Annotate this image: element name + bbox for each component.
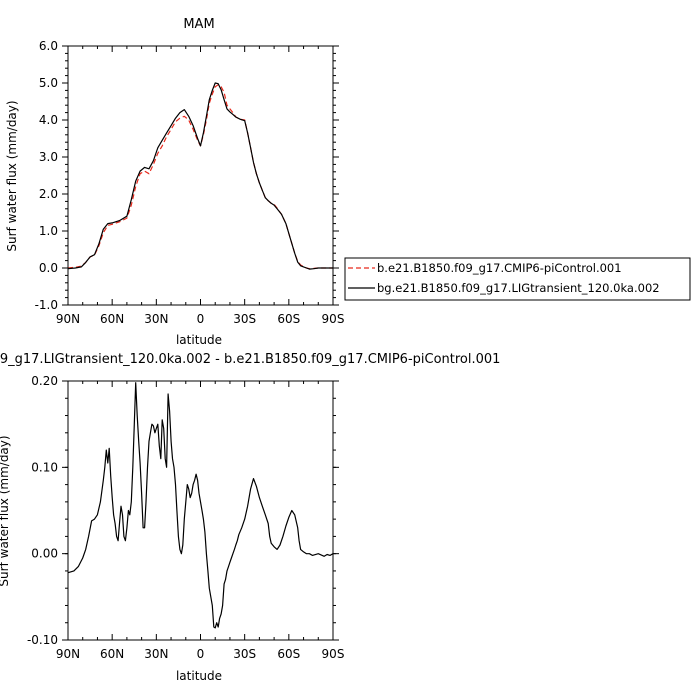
y-tick-label: 4.0 bbox=[39, 113, 58, 127]
x-tick-label: 30N bbox=[144, 647, 168, 661]
y-tick-label: -0.10 bbox=[27, 633, 58, 647]
x-tick-label: 90S bbox=[322, 647, 345, 661]
x-tick-label: 60S bbox=[277, 647, 300, 661]
y-tick-label: -1.0 bbox=[35, 298, 58, 312]
x-tick-label: 90N bbox=[56, 312, 80, 326]
chart-1-x-axis-title: latitude bbox=[176, 333, 222, 347]
x-tick-label: 30S bbox=[233, 312, 256, 326]
x-tick-label: 90S bbox=[322, 312, 345, 326]
legend-box bbox=[344, 257, 691, 301]
chart-1-y-axis-title: Surf water flux (mm/day) bbox=[5, 100, 19, 251]
legend-label-series-1: b.e21.B1850.f09_g17.CMIP6-piControl.001 bbox=[377, 261, 622, 275]
y-tick-label: 1.0 bbox=[39, 224, 58, 238]
y-tick-label: 0.0 bbox=[39, 261, 58, 275]
chart-2-title: bg.e21.B1850.f09_g17.LIGtransient_120.0k… bbox=[0, 352, 500, 367]
chart-2-y-axis-title: Surf water flux (mm/day) bbox=[0, 435, 11, 586]
chart-1-series-layer bbox=[67, 82, 333, 270]
x-tick-label: 30N bbox=[144, 312, 168, 326]
chart-1-y-axis: -1.0 0.0 1.0 2.0 3.0 4.0 5.0 6.0 bbox=[35, 39, 339, 312]
x-tick-label: 60N bbox=[100, 647, 124, 661]
x-tick-label: 90N bbox=[56, 647, 80, 661]
y-tick-label: 3.0 bbox=[39, 150, 58, 164]
chart-1: MAM 90N 60N 30N 0 30S 60S 90S -1.0 0.0 1.0 2.0 3.0… bbox=[5, 17, 691, 347]
chart-1-title: MAM bbox=[183, 17, 214, 32]
chart-2-x-axis-title: latitude bbox=[176, 669, 222, 683]
series-line-1 bbox=[67, 84, 333, 270]
x-tick-label: 30S bbox=[233, 647, 256, 661]
y-tick-label: 2.0 bbox=[39, 187, 58, 201]
x-tick-label: 60S bbox=[277, 312, 300, 326]
x-tick-label: 0 bbox=[197, 312, 205, 326]
series-line-2 bbox=[67, 82, 333, 270]
chart-1-plot-frame bbox=[67, 45, 334, 306]
y-tick-label: 5.0 bbox=[39, 76, 58, 90]
x-tick-label: 0 bbox=[197, 647, 205, 661]
y-tick-label: 0.20 bbox=[31, 374, 58, 388]
x-tick-label: 60N bbox=[100, 312, 124, 326]
y-tick-label: 0.10 bbox=[31, 460, 58, 474]
chart-2-series-layer bbox=[67, 382, 334, 629]
chart-2: bg.e21.B1850.f09_g17.LIGtransient_120.0k… bbox=[0, 352, 500, 683]
chart-2-plot-frame bbox=[67, 380, 334, 641]
legend-label-series-2: bg.e21.B1850.f09_g17.LIGtransient_120.0k… bbox=[377, 281, 660, 295]
chart-2-x-axis: 90N 60N 30N 0 30S 60S 90S bbox=[56, 381, 345, 661]
chart-2-y-axis: -0.10 0.00 0.10 0.20 bbox=[27, 374, 339, 647]
chart-1-x-axis: 90N 60N 30N 0 30S 60S 90S bbox=[56, 46, 345, 326]
y-tick-label: 0.00 bbox=[31, 547, 58, 561]
y-tick-label: 6.0 bbox=[39, 39, 58, 53]
chart-1-legend: b.e21.B1850.f09_g17.CMIP6-piControl.001 … bbox=[344, 257, 691, 301]
series-line-1 bbox=[67, 382, 334, 629]
